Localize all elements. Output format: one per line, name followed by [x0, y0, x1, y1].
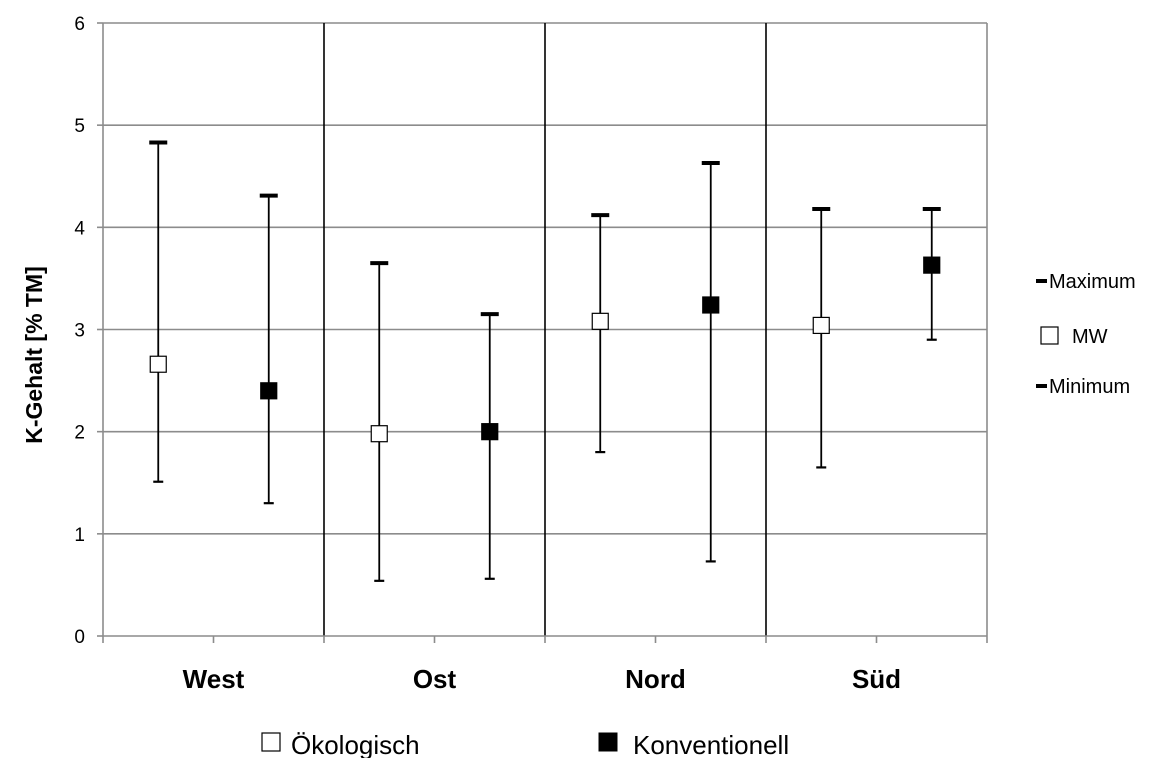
legend-oekologisch-symbol: [261, 732, 281, 752]
mean-marker: [481, 423, 499, 441]
legend-oekologisch-label: Ökologisch: [291, 730, 420, 758]
y-tick-label: 5: [74, 116, 85, 137]
axes: [97, 22, 988, 643]
x-category-label: Süd: [852, 664, 901, 694]
mean-marker: [370, 425, 388, 443]
legend-konventionell-symbol: [598, 732, 618, 752]
mean-marker: [591, 312, 609, 330]
error-bars: [149, 140, 941, 582]
mean-marker: [812, 316, 830, 335]
right-legend: Maximum MW Minimum: [1036, 271, 1136, 398]
x-category-label: Ost: [413, 664, 457, 694]
bottom-legend: Ökologisch Konventionell: [261, 730, 789, 758]
x-category-label: West: [183, 664, 245, 694]
mean-markers: [149, 256, 941, 443]
legend-konventionell-label: Konventionell: [633, 730, 789, 758]
category-dividers: [323, 23, 767, 636]
legend-mw-label: MW: [1072, 326, 1108, 348]
y-tick-label: 6: [74, 14, 85, 35]
mean-marker: [260, 382, 278, 400]
x-category-labels: West Ost Nord Süd: [183, 664, 901, 694]
legend-mw-symbol: [1040, 326, 1059, 345]
x-category-label: Nord: [625, 664, 686, 694]
legend-maximum-label: Maximum: [1049, 271, 1136, 293]
legend-minimum-label: Minimum: [1049, 376, 1130, 398]
y-tick-label: 0: [74, 627, 85, 648]
y-tick-label: 1: [74, 525, 85, 546]
mean-marker: [923, 256, 941, 274]
y-tick-label: 3: [74, 321, 85, 342]
y-tick-label: 2: [74, 423, 85, 444]
y-axis-title: K-Gehalt [% TM]: [21, 266, 47, 444]
mean-marker: [702, 296, 720, 314]
mean-marker: [149, 355, 167, 373]
y-tick-labels: 0 1 2 3 4 5 6: [74, 14, 85, 648]
y-tick-label: 4: [74, 218, 85, 239]
